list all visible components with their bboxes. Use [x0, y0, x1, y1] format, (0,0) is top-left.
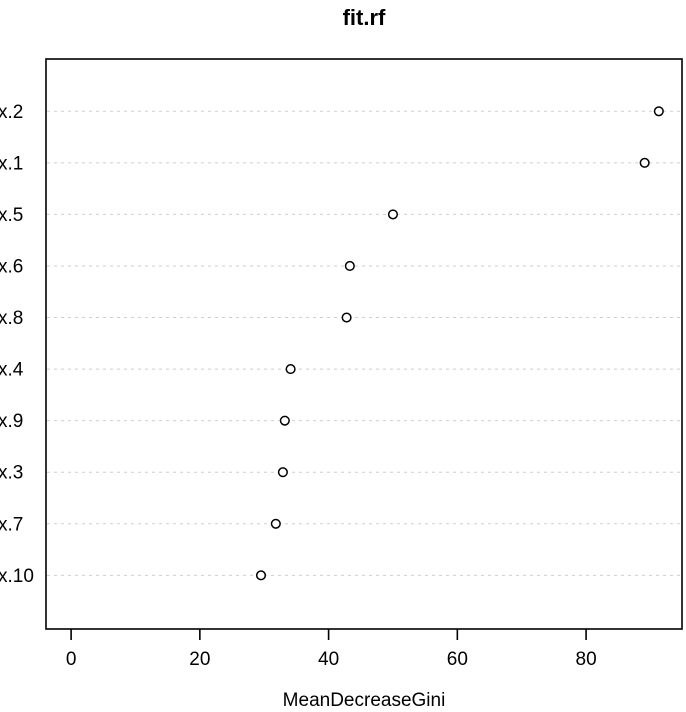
- data-point-x.2: [653, 106, 664, 117]
- category-labels-layer: x.2 x.1 x.5 x.6 x.8 x.4 x.9 x.3 x.7 x.10: [0, 102, 34, 587]
- x-axis-tick-label-60: 60: [447, 649, 468, 670]
- data-point-x.10: [255, 570, 267, 581]
- category-label-x.6: x.6: [0, 256, 23, 277]
- category-label-x.10: x.10: [0, 566, 34, 587]
- x-axis-tick-label-0: 0: [66, 649, 77, 670]
- data-point-x.5: [387, 209, 399, 220]
- category-label-x.9: x.9: [0, 411, 23, 432]
- x-axis-tick-label-20: 20: [189, 649, 210, 670]
- data-point-x.6: [344, 260, 355, 272]
- category-label-x.8: x.8: [0, 308, 23, 329]
- category-label-x.4: x.4: [0, 360, 24, 381]
- x-axis-title: MeanDecreaseGini: [283, 690, 446, 711]
- category-label-x.7: x.7: [0, 514, 23, 535]
- chart-title: fit.rf: [343, 5, 386, 30]
- category-label-x.5: x.5: [0, 205, 23, 226]
- data-point-x.8: [341, 312, 352, 323]
- plot-panel-border: [45, 58, 683, 630]
- category-label-x.3: x.3: [0, 463, 23, 484]
- category-label-x.1: x.1: [0, 153, 23, 174]
- data-point-x.4: [285, 364, 296, 375]
- category-label-x.2: x.2: [0, 102, 23, 123]
- data-point-x.3: [277, 467, 288, 478]
- data-point-x.7: [270, 518, 281, 529]
- data-points-layer: [255, 106, 664, 581]
- x-axis-ticks-layer: 0 20 40 60 80: [66, 629, 597, 670]
- data-point-x.1: [639, 157, 650, 168]
- x-axis-tick-label-40: 40: [318, 649, 339, 670]
- gridlines-layer: [47, 110, 681, 576]
- data-point-x.9: [279, 415, 290, 426]
- x-axis-tick-label-80: 80: [576, 649, 597, 670]
